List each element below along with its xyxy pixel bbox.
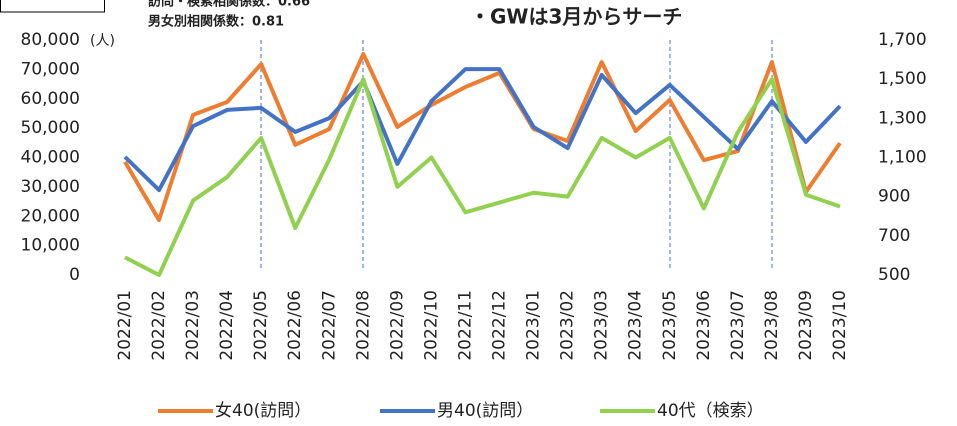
y2-tick-label: 500 (878, 265, 910, 285)
y-tick-label: 40,000 (21, 148, 80, 168)
x-tick-label: 2022/04 (217, 290, 237, 361)
y2-tick-label: 1,300 (878, 108, 927, 128)
y2-tick-label: 900 (878, 187, 910, 207)
y2-tick-label: 1,500 (878, 69, 927, 89)
frame-box (0, 0, 105, 13)
x-tick-label: 2023/02 (558, 290, 578, 361)
y-tick-label: 60,000 (21, 89, 80, 109)
x-tick-label: 2022/05 (251, 290, 271, 361)
marker-lines (260, 40, 773, 268)
x-tick-label: 2023/06 (694, 290, 714, 361)
x-tick-label: 2022/11 (455, 290, 475, 361)
x-tick-label: 2022/01 (115, 290, 135, 361)
y-tick-label: 10,000 (21, 236, 80, 256)
annotation: 訪問・検索相関係数：0.66 (148, 0, 310, 10)
x-tick-label: 2022/03 (183, 290, 203, 361)
x-tick-label: 2023/01 (524, 290, 544, 361)
y2-tick-label: 1,100 (878, 148, 927, 168)
x-tick-label: 2022/12 (490, 290, 510, 361)
y-tick-label: 70,000 (21, 59, 80, 79)
x-tick-label: 2022/06 (285, 290, 305, 361)
y-axis-unit: (人) (90, 33, 115, 49)
y-tick-label: 0 (69, 265, 80, 285)
annotation: 男女別相関係数：0.81 (148, 14, 284, 30)
legend-label: 男40(訪問） (437, 401, 533, 421)
x-tick-label: 2022/02 (149, 290, 169, 361)
x-tick-label: 2023/10 (830, 290, 850, 361)
x-tick-label: 2023/08 (762, 290, 782, 361)
x-tick-label: 2022/10 (421, 290, 441, 361)
x-tick-label: 2022/09 (387, 290, 407, 361)
y-tick-label: 80,000 (21, 30, 80, 50)
x-tick-label: 2023/09 (796, 290, 816, 361)
y-tick-label: 50,000 (21, 118, 80, 138)
series-line (123, 67, 842, 193)
annotation: ・GWは3月からサーチ (470, 5, 682, 29)
series-line (123, 52, 842, 223)
legend-label: 40代（検索） (657, 401, 764, 421)
series-line (124, 77, 841, 277)
y2-tick-label: 700 (878, 226, 910, 246)
x-tick-label: 2023/07 (728, 290, 748, 361)
y2-tick-label: 1,700 (878, 30, 927, 50)
x-tick-label: 2023/04 (626, 290, 646, 361)
x-tick-label: 2022/07 (319, 290, 339, 361)
x-tick-label: 2023/05 (660, 290, 680, 361)
legend-label: 女40(訪問） (215, 401, 311, 421)
x-tick-label: 2023/03 (592, 290, 612, 361)
y-tick-label: 30,000 (21, 177, 80, 197)
y-tick-label: 20,000 (21, 206, 80, 226)
x-tick-label: 2022/08 (353, 290, 373, 361)
